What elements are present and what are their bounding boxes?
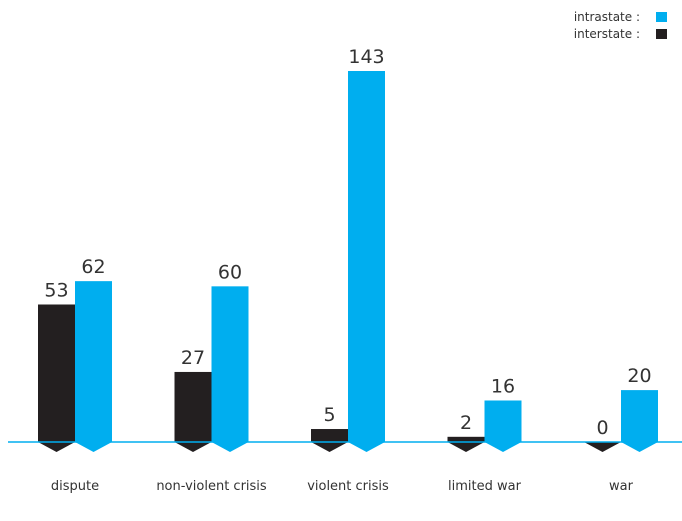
bar-notch-interstate-4 bbox=[584, 442, 621, 452]
legend-swatch-1 bbox=[656, 29, 667, 39]
value-label-interstate-4: 0 bbox=[596, 417, 608, 439]
legend-label-1: interstate : bbox=[574, 27, 640, 41]
value-label-intrastate-3: 16 bbox=[491, 375, 515, 397]
bar-intrastate-1 bbox=[211, 286, 249, 442]
bar-intrastate-0 bbox=[75, 281, 112, 442]
value-label-intrastate-2: 143 bbox=[348, 46, 384, 68]
bar-notch-intrastate-2 bbox=[348, 442, 385, 452]
bar-notch-intrastate-4 bbox=[621, 442, 658, 452]
category-label-0: dispute bbox=[51, 479, 99, 494]
value-label-interstate-2: 5 bbox=[323, 404, 335, 426]
legend-swatch-0 bbox=[656, 12, 667, 22]
category-label-2: violent crisis bbox=[307, 479, 389, 494]
bar-intrastate-3 bbox=[484, 400, 522, 442]
legend: intrastate : interstate : bbox=[574, 10, 667, 41]
value-label-interstate-3: 2 bbox=[460, 412, 472, 434]
labels: 53 62 dispute 27 60 non-violent crisis 5 143 vio… bbox=[44, 46, 651, 494]
category-label-3: limited war bbox=[448, 479, 522, 494]
value-label-interstate-1: 27 bbox=[181, 347, 205, 369]
bar-interstate-1 bbox=[174, 371, 212, 442]
bars bbox=[38, 71, 658, 452]
value-label-intrastate-1: 60 bbox=[218, 261, 242, 283]
bar-notch-intrastate-1 bbox=[211, 442, 249, 452]
bar-notch-interstate-0 bbox=[38, 442, 75, 452]
category-label-4: war bbox=[609, 479, 634, 494]
bar-interstate-3 bbox=[447, 436, 485, 442]
bar-intrastate-2 bbox=[348, 71, 385, 442]
bar-notch-intrastate-0 bbox=[75, 442, 112, 452]
value-label-intrastate-4: 20 bbox=[627, 365, 651, 387]
bar-notch-intrastate-3 bbox=[484, 442, 522, 452]
bar-notch-interstate-1 bbox=[174, 442, 212, 452]
value-label-interstate-0: 53 bbox=[44, 279, 68, 301]
value-label-intrastate-0: 62 bbox=[81, 256, 105, 278]
bar-intrastate-4 bbox=[621, 390, 658, 442]
bar-interstate-0 bbox=[38, 304, 75, 442]
bar-interstate-2 bbox=[311, 429, 348, 442]
bar-notch-interstate-3 bbox=[447, 442, 485, 452]
category-label-1: non-violent crisis bbox=[156, 479, 267, 494]
legend-label-0: intrastate : bbox=[574, 10, 640, 24]
bar-notch-interstate-2 bbox=[311, 442, 348, 452]
